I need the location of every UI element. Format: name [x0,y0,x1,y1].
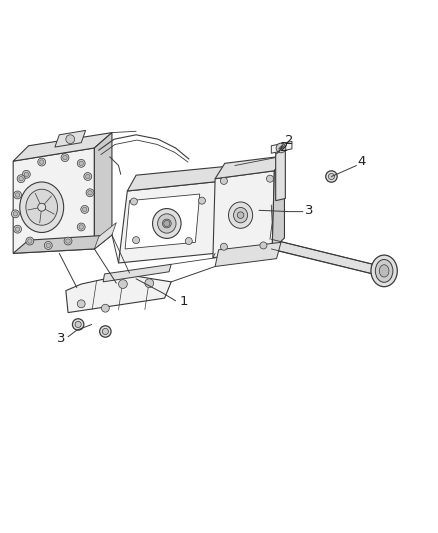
Polygon shape [55,131,85,147]
Circle shape [66,135,74,143]
Ellipse shape [378,265,388,277]
Ellipse shape [20,182,64,232]
Circle shape [82,207,87,212]
Circle shape [24,172,28,176]
Circle shape [185,238,192,245]
Circle shape [38,158,46,166]
Ellipse shape [237,212,244,219]
Ellipse shape [370,255,396,287]
Circle shape [75,321,81,327]
Circle shape [44,241,52,249]
Circle shape [79,225,83,229]
Circle shape [276,143,285,153]
Text: 4: 4 [357,155,365,168]
Text: 3: 3 [304,204,312,217]
Polygon shape [13,148,94,253]
Polygon shape [118,181,223,263]
Circle shape [64,237,72,245]
Circle shape [198,197,205,204]
Ellipse shape [26,189,57,225]
Polygon shape [94,223,116,249]
Circle shape [61,154,69,161]
Polygon shape [103,264,171,282]
Polygon shape [13,133,112,161]
Polygon shape [269,239,381,276]
Circle shape [163,221,170,227]
Ellipse shape [152,208,181,238]
Circle shape [81,206,88,213]
Circle shape [19,176,23,181]
Circle shape [77,159,85,167]
Circle shape [145,279,153,288]
Circle shape [328,173,334,180]
Circle shape [79,161,83,166]
Polygon shape [66,276,171,312]
Text: 2: 2 [279,141,288,155]
Circle shape [259,242,266,249]
Circle shape [130,198,137,205]
Circle shape [101,304,109,312]
Polygon shape [212,171,274,258]
Circle shape [46,243,50,248]
Circle shape [72,319,84,330]
Ellipse shape [233,207,247,223]
Circle shape [325,171,336,182]
Circle shape [15,227,20,231]
Text: 2: 2 [285,134,293,148]
Polygon shape [127,166,234,191]
Polygon shape [215,243,280,266]
Polygon shape [13,235,112,253]
Polygon shape [215,156,284,179]
Circle shape [132,237,139,244]
Circle shape [86,189,94,197]
Ellipse shape [162,219,171,228]
Polygon shape [215,166,234,253]
Circle shape [77,223,85,231]
Circle shape [88,191,92,195]
Circle shape [84,173,92,181]
Circle shape [99,326,111,337]
Ellipse shape [374,260,392,282]
Circle shape [15,193,20,197]
Circle shape [85,174,90,179]
Ellipse shape [157,214,176,233]
Ellipse shape [228,202,252,228]
Circle shape [28,239,32,243]
Circle shape [26,237,34,245]
Circle shape [102,328,108,335]
Ellipse shape [38,203,46,211]
Polygon shape [272,156,284,250]
Circle shape [14,191,21,199]
Circle shape [220,243,227,251]
Circle shape [220,177,227,184]
Circle shape [63,156,67,160]
Circle shape [39,160,44,164]
Circle shape [13,212,18,216]
Text: 1: 1 [179,295,187,308]
Circle shape [14,225,21,233]
Circle shape [266,175,273,182]
Polygon shape [94,133,112,249]
Circle shape [118,280,127,288]
Circle shape [11,210,19,218]
Polygon shape [271,141,291,154]
Circle shape [22,171,30,178]
Circle shape [66,239,70,243]
Circle shape [17,175,25,183]
Text: 3: 3 [57,333,65,345]
Polygon shape [275,149,285,200]
Circle shape [77,300,85,308]
Polygon shape [125,194,199,249]
